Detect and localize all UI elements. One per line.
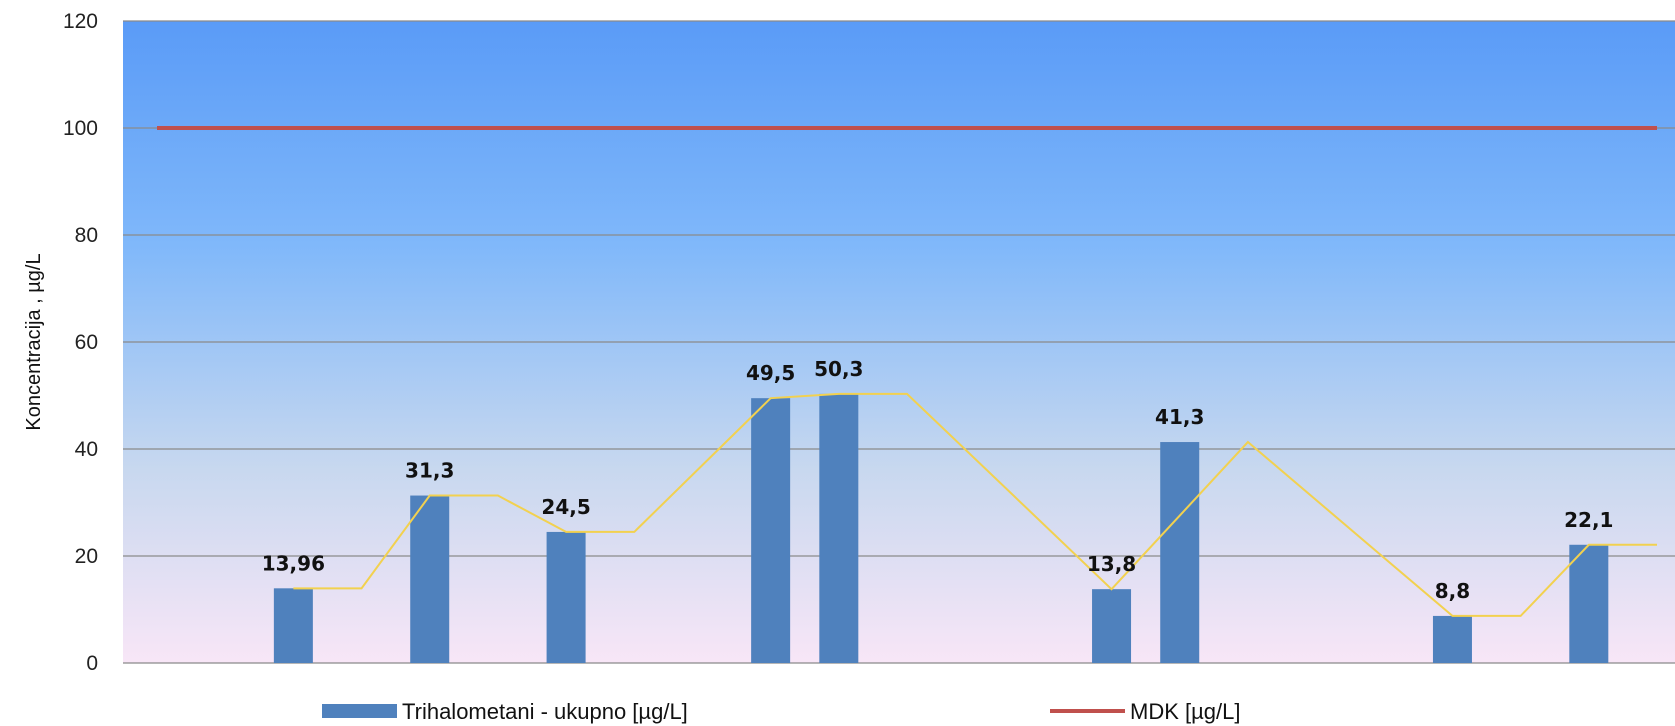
y-tick-label: 60 [75,331,98,354]
legend-swatch-bar [322,704,397,718]
y-tick-labels: 0 20 40 60 80 100 120 [63,10,98,675]
legend: Trihalometani - ukupno [µg/L] MDK [µg/L] [322,699,1240,724]
y-axis-label: Koncentracija , µg/L [23,253,45,430]
bar [1569,544,1609,663]
data-label: 13,96 [262,551,325,575]
bar [273,588,313,663]
y-tick-label: 80 [75,224,98,247]
data-label: 41,3 [1155,405,1204,429]
data-label: 24,5 [541,495,590,519]
bar [410,495,450,663]
bar [1432,615,1472,663]
data-label: 13,8 [1087,552,1136,576]
y-tick-label: 120 [63,10,98,33]
bar [546,531,586,663]
trend-line [293,392,1657,617]
data-label: 8,8 [1435,579,1470,603]
data-label: 49,5 [746,361,795,385]
y-tick-label: 20 [75,545,98,568]
data-label: 22,1 [1564,508,1613,532]
legend-label: MDK [µg/L] [1130,699,1240,724]
bar [751,398,791,663]
data-labels: 13,96 31,3 24,5 49,5 50,3 13,8 41,3 8,8 22,1 [262,357,1614,603]
data-label: 31,3 [405,459,454,483]
bar [819,393,859,663]
y-tick-label: 40 [75,438,98,461]
bar [1160,442,1200,663]
bars [273,393,1609,663]
lines [157,126,1657,617]
y-tick-label: 100 [63,117,98,140]
bar [1092,589,1132,663]
y-tick-label: 0 [86,652,98,675]
data-label: 50,3 [814,357,863,381]
legend-label: Trihalometani - ukupno [µg/L] [402,699,688,724]
